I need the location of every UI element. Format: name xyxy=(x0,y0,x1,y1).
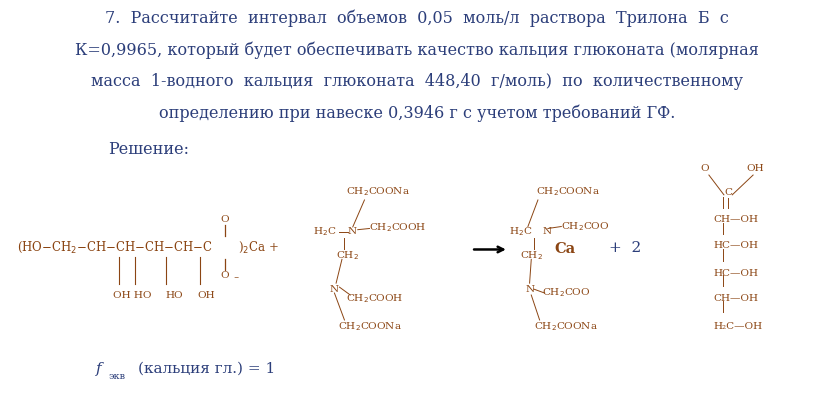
Text: )$_2$Ca +: )$_2$Ca + xyxy=(238,240,279,255)
Text: CH$_2$COO: CH$_2$COO xyxy=(542,287,590,299)
Text: C: C xyxy=(724,188,732,196)
Text: Решение:: Решение: xyxy=(108,141,189,158)
Text: H$_2$C: H$_2$C xyxy=(509,225,532,238)
Text: HO: HO xyxy=(165,291,183,299)
Text: экв: экв xyxy=(108,373,125,381)
Text: определению при навеске 0,3946 г с учетом требований ГФ.: определению при навеске 0,3946 г с учето… xyxy=(158,105,676,122)
Text: O: O xyxy=(221,271,229,280)
Text: CH$_2$COONa: CH$_2$COONa xyxy=(346,186,410,198)
Text: O: O xyxy=(221,215,229,224)
Text: CH$_2$COOH: CH$_2$COOH xyxy=(369,221,427,234)
Text: H₂C—OH: H₂C—OH xyxy=(713,322,762,331)
Text: CH—OH: CH—OH xyxy=(713,295,758,303)
Text: N: N xyxy=(329,285,339,293)
Text: N: N xyxy=(348,227,357,236)
Text: CH$_2$COONa: CH$_2$COONa xyxy=(338,320,402,333)
Text: масса  1-водного  кальция  глюконата  448,40  г/моль)  по  количественному: масса 1-водного кальция глюконата 448,40… xyxy=(91,73,743,90)
Text: CH$_2$: CH$_2$ xyxy=(520,249,542,262)
Text: +  2: + 2 xyxy=(609,240,641,255)
Text: К=0,9965, который будет обеспечивать качество кальция глюконата (молярная: К=0,9965, который будет обеспечивать кач… xyxy=(75,42,759,59)
Text: (HO$-$CH$_2$$-$CH$-$CH$-$CH$-$CH$-$C: (HO$-$CH$_2$$-$CH$-$CH$-$CH$-$CH$-$C xyxy=(17,240,213,255)
Text: H$_2$C: H$_2$C xyxy=(313,225,336,238)
Text: CH$_2$COOH: CH$_2$COOH xyxy=(346,293,404,305)
Text: CH$_2$COONa: CH$_2$COONa xyxy=(536,186,600,198)
Text: CH—OH: CH—OH xyxy=(713,215,758,224)
Text: 7.  Рассчитайте  интервал  объемов  0,05  моль/л  раствора  Трилона  Б  с: 7. Рассчитайте интервал объемов 0,05 мол… xyxy=(105,10,729,27)
Text: f: f xyxy=(96,362,102,376)
Text: CH$_2$COONa: CH$_2$COONa xyxy=(534,320,598,333)
Text: HC—OH: HC—OH xyxy=(713,269,758,278)
Text: OH HO: OH HO xyxy=(113,291,151,299)
Text: OH: OH xyxy=(746,164,764,173)
Text: N: N xyxy=(525,285,535,293)
Text: O: O xyxy=(701,164,709,173)
Text: (кальция гл.) = 1: (кальция гл.) = 1 xyxy=(138,362,275,376)
Text: OH: OH xyxy=(198,291,215,299)
Text: $^-$: $^-$ xyxy=(232,274,240,282)
Text: Ca: Ca xyxy=(555,242,575,257)
Text: N: N xyxy=(542,227,551,236)
Text: CH$_2$: CH$_2$ xyxy=(336,249,359,262)
Text: CH$_2$COO: CH$_2$COO xyxy=(561,220,610,233)
Text: HC—OH: HC—OH xyxy=(713,241,758,250)
